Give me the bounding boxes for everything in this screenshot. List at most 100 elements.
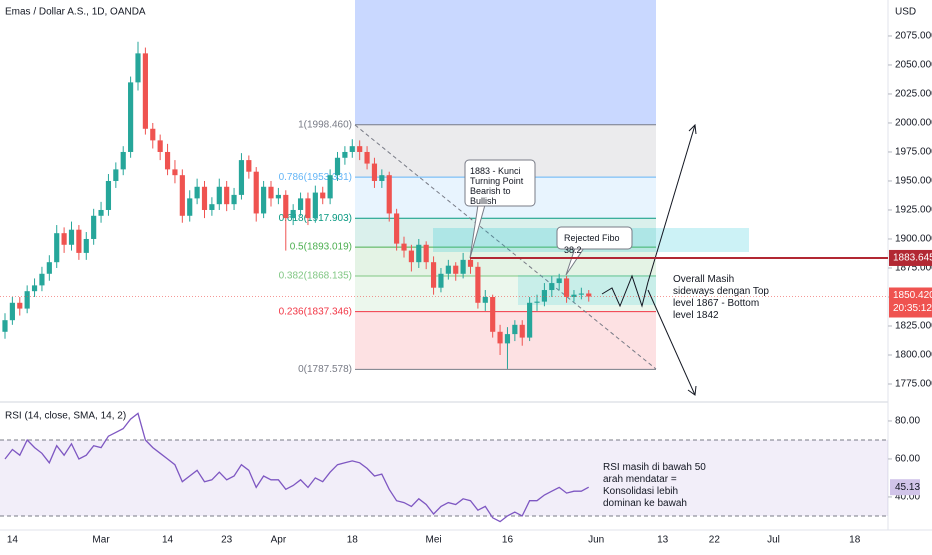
fib-label: 0.236(1837.346) <box>279 306 352 317</box>
candle-body <box>430 262 437 288</box>
down-arrow <box>647 289 696 396</box>
candle-body <box>253 171 259 214</box>
fib-label: 0.5(1893.019) <box>290 242 352 253</box>
candle-body <box>150 128 156 141</box>
candle-body <box>172 169 178 176</box>
y-tick-label: 1800.000 <box>895 350 932 361</box>
y-tick-label: 60.00 <box>895 454 920 465</box>
candle-body <box>24 291 30 309</box>
candle-body <box>408 250 414 263</box>
candle-body <box>467 259 474 267</box>
candle-body <box>379 175 385 181</box>
candle-body <box>113 169 119 181</box>
zigzag-projection <box>601 274 649 308</box>
candle-body <box>46 262 52 274</box>
key-level-box <box>889 249 932 266</box>
x-tick-label: Jul <box>767 535 780 546</box>
candle-body <box>305 198 311 219</box>
key-level-label: 1883.645 <box>893 253 932 264</box>
candle-body <box>9 302 15 321</box>
candle-body <box>541 290 547 302</box>
candle-body <box>39 273 45 286</box>
candle-body <box>261 186 267 214</box>
candle-body <box>157 140 163 152</box>
y-axis-label: USD <box>895 7 916 18</box>
y-tick-label: 1900.000 <box>895 234 932 245</box>
candle-body <box>460 259 466 274</box>
candle-body <box>423 244 429 263</box>
x-tick-label: 13 <box>657 535 669 546</box>
fib-zone <box>355 275 656 312</box>
x-tick-label: 18 <box>849 535 861 546</box>
last-price-box <box>889 287 932 318</box>
fib-label: 0(1787.578) <box>298 364 352 375</box>
candle-body <box>179 175 185 216</box>
callout-box <box>556 226 633 250</box>
candle-body <box>578 293 584 295</box>
annotation: 1883 - Kunci Turning Point Bearish to Bu… <box>470 166 524 206</box>
rsi-band <box>0 439 888 516</box>
down-arrowhead <box>687 385 697 396</box>
candle-body <box>512 324 518 335</box>
x-tick-label: 14 <box>162 535 174 546</box>
candle-body <box>91 215 97 239</box>
annotation: RSI masih di bawah 50 arah mendatar = Ko… <box>603 462 706 509</box>
candle-body <box>120 151 126 170</box>
fib-label: 0.786(1953.331) <box>279 172 352 183</box>
x-tick-label: Jun <box>588 535 604 546</box>
candle-body <box>342 151 348 158</box>
x-tick-label: 22 <box>709 535 721 546</box>
y-tick-label: 1975.000 <box>895 147 932 158</box>
rsi-title: RSI (14, close, SMA, 14, 2) <box>5 411 126 422</box>
annotation: Rejected Fibo 38.2 <box>564 233 620 255</box>
candle-body <box>2 320 8 332</box>
y-tick-label: 1775.000 <box>895 379 932 390</box>
up-arrowhead <box>688 123 697 135</box>
candle-body <box>238 160 245 195</box>
candle-body <box>453 265 459 274</box>
up-arrow <box>647 124 696 283</box>
x-tick-label: Mei <box>426 535 442 546</box>
x-tick-label: Apr <box>271 535 287 546</box>
x-tick-label: 16 <box>502 535 514 546</box>
candle-body <box>519 324 525 338</box>
y-tick-label: 2075.000 <box>895 31 932 42</box>
y-tick-label: 1950.000 <box>895 176 932 187</box>
last-price-label: 1850.420 <box>893 290 932 301</box>
candle-body <box>320 192 326 199</box>
candle-body <box>17 302 23 309</box>
candle-body <box>187 198 193 216</box>
candle-body <box>61 233 67 245</box>
y-tick-label: 40.00 <box>895 492 920 503</box>
candle-body <box>201 186 208 210</box>
candle-body <box>231 194 237 205</box>
candle-body <box>54 233 60 263</box>
y-tick-label: 2025.000 <box>895 89 932 100</box>
x-tick-label: 14 <box>7 535 19 546</box>
y-tick-label: 1925.000 <box>895 205 932 216</box>
y-tick-label: 2000.000 <box>895 118 932 129</box>
candle-body <box>504 334 511 344</box>
candle-body <box>135 53 141 83</box>
candle-body <box>571 294 577 297</box>
candle-body <box>142 53 148 129</box>
candle-body <box>586 293 592 297</box>
candle-body <box>209 204 215 210</box>
candle-body <box>438 273 444 288</box>
fib-trendline <box>354 124 657 370</box>
candle-body <box>497 331 503 344</box>
candle-body <box>31 285 38 292</box>
candle-body <box>394 213 400 244</box>
rsi-value-label: 45.13 <box>895 482 920 493</box>
candle-body <box>534 301 540 303</box>
candle-body <box>83 238 89 253</box>
projection-box <box>355 0 656 125</box>
candle-body <box>68 229 75 245</box>
candle-body <box>490 296 496 332</box>
candle-body <box>556 278 562 284</box>
y-tick-label: 2050.000 <box>895 60 932 71</box>
candle-body <box>98 209 104 216</box>
candle-body <box>371 163 378 181</box>
x-tick-label: Mar <box>92 535 110 546</box>
